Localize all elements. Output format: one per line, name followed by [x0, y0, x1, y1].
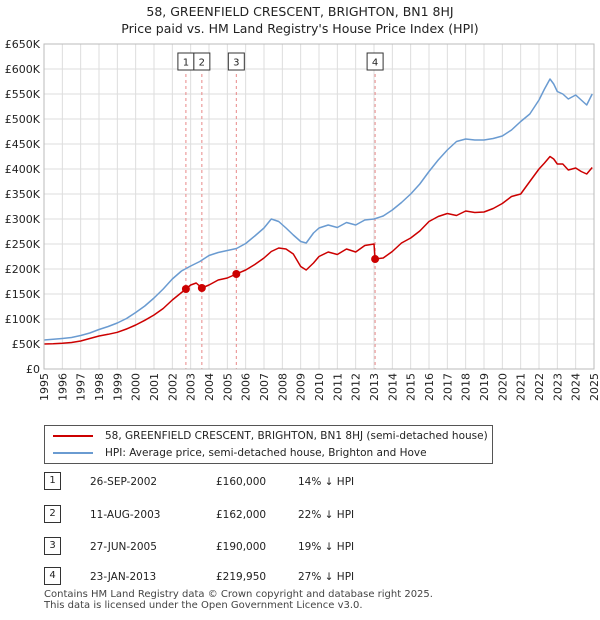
- hpi-line: [43, 78, 593, 341]
- sale-point: [232, 270, 241, 278]
- x-tick-label: 1996: [56, 373, 69, 401]
- plot-frame: [43, 43, 595, 370]
- x-tick-label: 2013: [368, 373, 381, 401]
- sale-annotation-label: 3: [233, 58, 239, 69]
- sale-number: 3: [44, 537, 61, 555]
- sale-point: [181, 285, 190, 293]
- x-tick-label: 2004: [203, 373, 216, 401]
- sale-annotation-label: 2: [199, 58, 205, 69]
- chart-subtitle: Price paid vs. HM Land Registry's House …: [121, 21, 479, 36]
- footer-licence: This data is licensed under the Open Gov…: [44, 600, 363, 611]
- x-tick-label: 2000: [130, 373, 143, 401]
- x-tick-label: 2016: [423, 373, 436, 401]
- y-tick-label: £550K: [5, 88, 41, 101]
- x-tick-label: 2001: [148, 373, 161, 401]
- y-tick-label: £500K: [5, 113, 41, 126]
- x-tick-label: 1999: [111, 373, 124, 401]
- x-tick-label: 1997: [75, 373, 88, 401]
- sale-date: 26-SEP-2002: [90, 476, 158, 488]
- sale-date: 11-AUG-2003: [90, 509, 161, 521]
- footer: Contains HM Land Registry data © Crown c…: [44, 589, 433, 611]
- x-tick-label: 2018: [460, 373, 473, 401]
- sale-number: 4: [44, 567, 61, 585]
- sale-price: £162,000: [216, 509, 267, 521]
- x-tick-label: 2007: [258, 373, 271, 401]
- sale-annotation-label: 1: [183, 58, 189, 69]
- sale-points: [181, 255, 380, 293]
- x-tick-label: 2025: [588, 373, 600, 401]
- x-tick-label: 2002: [166, 373, 179, 401]
- x-tick-label: 2020: [496, 373, 509, 401]
- sale-annotation-box: [193, 52, 211, 71]
- x-tick-label: 2015: [405, 373, 418, 401]
- x-tick-label: 1995: [38, 373, 51, 401]
- sale-hpi-diff: 14% ↓ HPI: [298, 476, 355, 488]
- chart-title-block: 58, GREENFIELD CRESCENT, BRIGHTON, BN1 8…: [0, 3, 600, 37]
- legend-swatch-hpi: [53, 452, 93, 454]
- legend: 58, GREENFIELD CRESCENT, BRIGHTON, BN1 8…: [44, 425, 493, 464]
- property-price-line: [43, 155, 593, 345]
- footer-copyright: Contains HM Land Registry data © Crown c…: [44, 589, 433, 600]
- sale-number: 1: [44, 472, 61, 490]
- y-tick-label: £150K: [5, 288, 41, 301]
- x-tick-label: 2014: [386, 373, 399, 401]
- sale-price: £219,950: [216, 571, 267, 583]
- y-tick-label: £600K: [5, 63, 41, 76]
- legend-label-property: 58, GREENFIELD CRESCENT, BRIGHTON, BN1 8…: [105, 430, 488, 442]
- legend-item-hpi: HPI: Average price, semi-detached house,…: [53, 445, 427, 461]
- legend-item-property: 58, GREENFIELD CRESCENT, BRIGHTON, BN1 8…: [53, 428, 488, 444]
- x-tick-label: 2017: [441, 373, 454, 401]
- y-tick-label: £250K: [5, 238, 41, 251]
- y-axis-ticks: £0 £50K £100K £150K £200K £250K £300K £350K £400…: [5, 38, 41, 376]
- y-tick-label: £100K: [5, 313, 41, 326]
- grid: [43, 43, 595, 370]
- y-tick-label: £400K: [5, 163, 41, 176]
- sale-price: £160,000: [216, 476, 267, 488]
- y-tick-label: £350K: [5, 188, 41, 201]
- sale-annotation-label: 4: [372, 58, 378, 69]
- x-tick-label: 2023: [551, 373, 564, 401]
- x-tick-label: 2012: [350, 373, 363, 401]
- sale-annotation-box: [227, 52, 245, 71]
- x-tick-label: 2010: [313, 373, 326, 401]
- x-tick-label: 1998: [93, 373, 106, 401]
- legend-swatch-property: [53, 435, 93, 437]
- y-tick-label: £50K: [12, 338, 41, 351]
- x-tick-label: 2006: [240, 373, 253, 401]
- y-tick-label: £300K: [5, 213, 41, 226]
- x-tick-label: 2021: [515, 373, 528, 401]
- sale-hpi-diff: 27% ↓ HPI: [298, 571, 355, 583]
- x-tick-label: 2008: [276, 373, 289, 401]
- sale-number: 2: [44, 505, 61, 523]
- sale-date: 23-JAN-2013: [90, 571, 157, 583]
- x-tick-label: 2005: [221, 373, 234, 401]
- x-tick-label: 2011: [331, 373, 344, 401]
- y-tick-label: £200K: [5, 263, 41, 276]
- sale-marker-lines: [185, 74, 376, 369]
- x-tick-label: 2024: [570, 373, 583, 401]
- sale-price: £190,000: [216, 541, 267, 553]
- sale-hpi-diff: 19% ↓ HPI: [298, 541, 355, 553]
- x-tick-label: 2003: [185, 373, 198, 401]
- sale-hpi-diff: 22% ↓ HPI: [298, 509, 355, 521]
- sale-annotation-box: [366, 52, 384, 71]
- x-tick-label: 2022: [533, 373, 546, 401]
- series: [43, 78, 593, 345]
- legend-label-hpi: HPI: Average price, semi-detached house,…: [105, 447, 427, 459]
- y-tick-label: £450K: [5, 138, 41, 151]
- x-tick-label: 2019: [478, 373, 491, 401]
- chart-title: 58, GREENFIELD CRESCENT, BRIGHTON, BN1 8…: [146, 4, 454, 19]
- y-tick-label: £0: [26, 363, 40, 376]
- x-axis-ticks: 1995 1996 1997 1998 1999 2000 2001 2002 2003 2004…: [38, 373, 600, 401]
- x-tick-label: 2009: [295, 373, 308, 401]
- sale-point: [197, 284, 206, 292]
- sale-point: [371, 255, 380, 264]
- sale-date: 27-JUN-2005: [90, 541, 157, 553]
- y-tick-label: £650K: [5, 38, 41, 51]
